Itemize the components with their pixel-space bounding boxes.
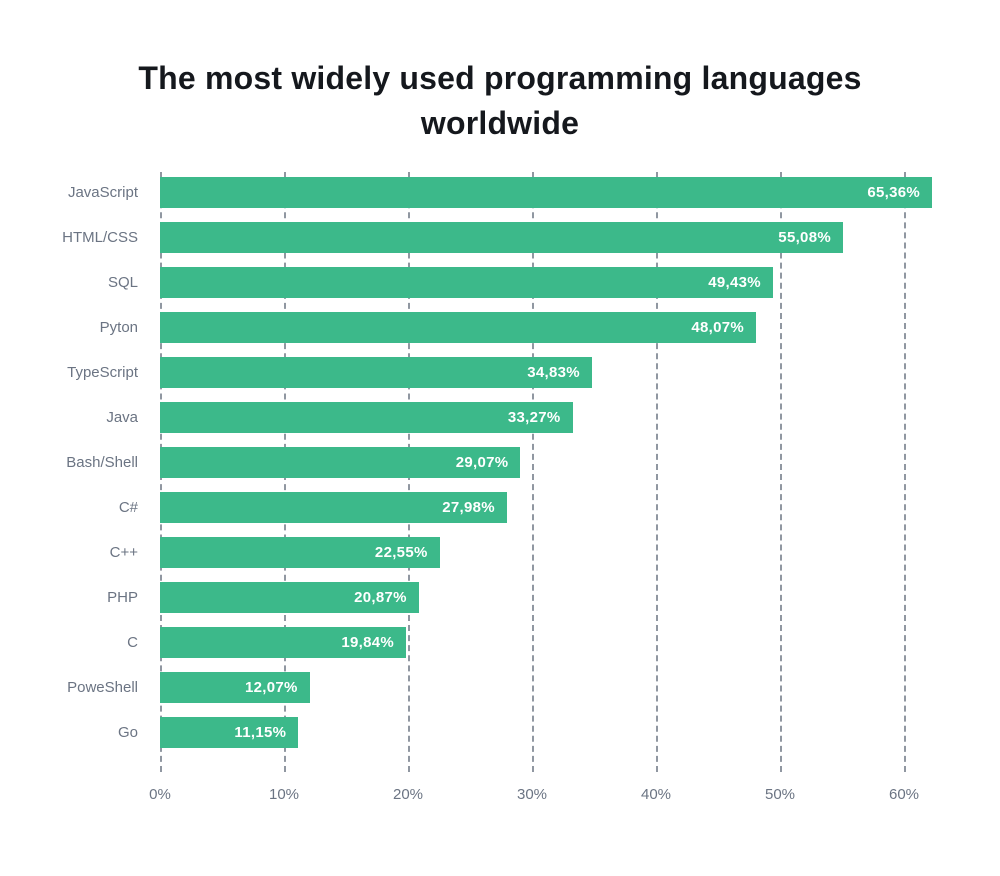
- bar-row-JavaScript: JavaScript 65,36%: [0, 170, 1000, 215]
- bar: 27,98%: [160, 492, 507, 523]
- category-label: TypeScript: [67, 364, 138, 381]
- x-tick-label-50%: 50%: [764, 786, 796, 803]
- category-label: C#: [118, 499, 138, 516]
- bar-value-label: 34,83%: [527, 364, 580, 381]
- bar-row-PoweShell: PoweShell 12,07%: [0, 665, 1000, 710]
- category-label: HTML/CSS: [62, 229, 138, 246]
- bar-value-label: 55,08%: [778, 229, 831, 246]
- category-label: C++: [109, 544, 138, 561]
- gridline-30%: [532, 172, 534, 772]
- bar: 11,15%: [160, 717, 299, 748]
- bar-value-label: 65,36%: [867, 184, 920, 201]
- bar: 29,07%: [160, 447, 521, 478]
- bar: 65,36%: [160, 177, 932, 208]
- bar-row-TypeScript: TypeScript 34,83%: [0, 350, 1000, 395]
- gridline-40%: [656, 172, 658, 772]
- bar: 22,55%: [160, 537, 440, 568]
- x-tick-label-10%: 10%: [268, 786, 300, 803]
- bar-value-label: 27,98%: [442, 499, 495, 516]
- category-label: Bash/Shell: [66, 454, 138, 471]
- gridline-60%: [904, 172, 906, 772]
- bar: 49,43%: [160, 267, 773, 298]
- bar: 33,27%: [160, 402, 573, 433]
- bar-value-label: 29,07%: [455, 454, 509, 471]
- bar-value-label: 11,15%: [234, 724, 287, 741]
- bar-value-label: 20,87%: [354, 589, 407, 606]
- bar-row-Bash/Shell: Bash/Shell 29,07%: [0, 440, 1000, 485]
- bar-value-label: 12,07%: [244, 679, 298, 696]
- bar: 55,08%: [160, 222, 843, 253]
- category-label: JavaScript: [67, 184, 138, 201]
- category-label: Go: [117, 724, 138, 741]
- bar-value-label: 22,55%: [374, 544, 428, 561]
- bar: 19,84%: [160, 627, 407, 658]
- bar-row-C: C 19,84%: [0, 620, 1000, 665]
- bar-row-Pyton: Pyton 48,07%: [0, 305, 1000, 350]
- x-tick-label-0%: 0%: [149, 786, 171, 803]
- bar: 48,07%: [160, 312, 757, 343]
- bar: 12,07%: [160, 672, 310, 703]
- bar-row-PHP: PHP 20,87%: [0, 575, 1000, 620]
- bar-value-label: 48,07%: [691, 319, 745, 336]
- x-tick-label-60%: 60%: [888, 786, 920, 803]
- bar-row-C++: C++ 22,55%: [0, 530, 1000, 575]
- bar-row-HTML/CSS: HTML/CSS 55,08%: [0, 215, 1000, 260]
- bar: 34,83%: [160, 357, 592, 388]
- category-label: PoweShell: [67, 679, 138, 696]
- bar-value-label: 19,84%: [341, 634, 395, 651]
- x-tick-label-30%: 30%: [516, 786, 548, 803]
- category-label: SQL: [107, 274, 138, 291]
- bar: 20,87%: [160, 582, 419, 613]
- chart-title: The most widely used programming languag…: [138, 60, 862, 142]
- bar-row-SQL: SQL 49,43%: [0, 260, 1000, 305]
- bar-value-label: 33,27%: [507, 409, 561, 426]
- bar-row-Java: Java 33,27%: [0, 395, 1000, 440]
- x-tick-label-40%: 40%: [640, 786, 672, 803]
- bar-row-C#: C# 27,98%: [0, 485, 1000, 530]
- category-label: PHP: [107, 589, 138, 606]
- x-tick-label-20%: 20%: [392, 786, 424, 803]
- category-label: C: [127, 634, 138, 651]
- category-label: Java: [106, 409, 138, 426]
- bar-row-Go: Go 11,15%: [0, 710, 1000, 755]
- category-label: Pyton: [99, 319, 138, 336]
- gridline-50%: [780, 172, 782, 772]
- bar-value-label: 49,43%: [708, 274, 761, 291]
